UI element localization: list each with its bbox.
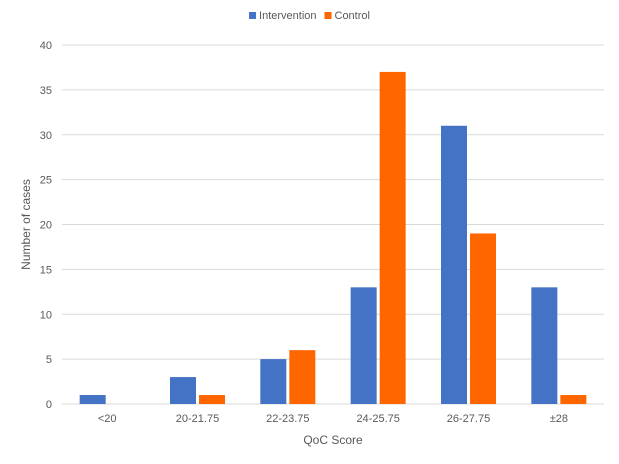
bar-control-3 [379, 71, 406, 405]
legend-label: Control [335, 10, 370, 22]
y-tick-label: 35 [40, 85, 52, 97]
x-tick-label: 24-25.75 [356, 413, 399, 425]
y-tick-label: 20 [40, 220, 52, 232]
legend-item-control: Control [324, 10, 370, 22]
legend-swatch [324, 12, 332, 19]
y-tick-label: 10 [40, 309, 52, 321]
y-tick-label: 25 [40, 175, 52, 187]
bar-intervention-1 [170, 377, 196, 404]
bar-intervention-0 [79, 395, 106, 404]
y-axis-title: Number of cases [19, 179, 33, 270]
y-tick-label: 0 [46, 399, 52, 411]
y-tick-label: 15 [40, 264, 52, 276]
bar-control-4 [470, 233, 496, 404]
y-tick-label: 30 [40, 130, 52, 142]
x-tick-label: ±28 [550, 413, 568, 425]
bar-control-5 [560, 395, 587, 404]
legend-label: Intervention [259, 10, 316, 22]
bar-intervention-5 [531, 287, 558, 404]
bar-intervention-4 [441, 125, 467, 405]
x-tick-label: 22-23.75 [266, 413, 309, 425]
legend-swatch [249, 12, 257, 19]
bar-intervention-2 [260, 359, 287, 404]
x-axis: <20 20-21.75 22-23.75 24-25.75 26-27.75 ±28 [98, 413, 568, 425]
legend-item-intervention: Intervention [249, 10, 317, 22]
legend: Intervention Control [249, 10, 370, 22]
x-tick-label: 26-27.75 [447, 413, 490, 425]
bars [79, 71, 587, 405]
x-tick-label: 20-21.75 [176, 413, 219, 425]
bar-control-1 [199, 395, 225, 404]
x-axis-title: QoC Score [303, 433, 363, 447]
gridlines [62, 44, 604, 405]
x-tick-label: <20 [98, 413, 117, 425]
y-axis: 0 5 10 15 20 25 30 35 40 [40, 40, 52, 411]
bar-control-2 [289, 350, 316, 404]
bar-intervention-3 [350, 287, 377, 404]
y-tick-label: 40 [40, 40, 52, 52]
y-tick-label: 5 [46, 354, 52, 366]
